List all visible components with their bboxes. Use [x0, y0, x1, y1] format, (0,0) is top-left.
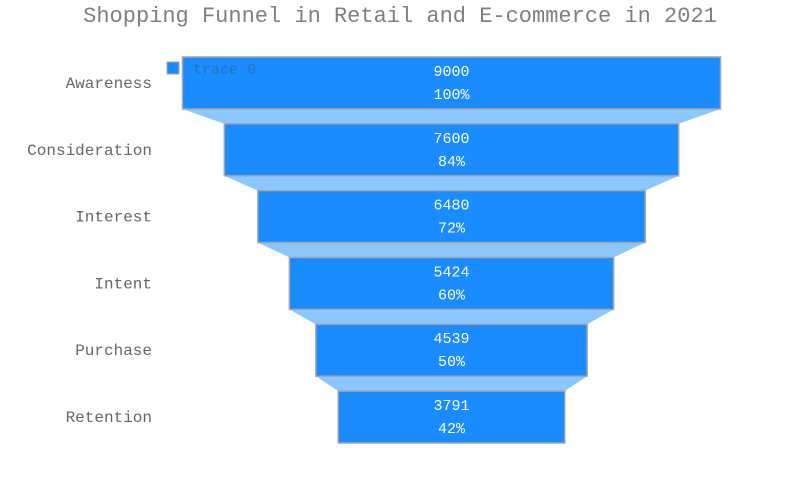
stage-labels: Awareness Consideration Interest Intent Purc…: [27, 75, 152, 427]
funnel-bar[interactable]: [223, 123, 680, 177]
stage-label: Intent: [94, 275, 152, 293]
funnel-bars: 9000 100% 7600 84% 6480 72% 5424 60% 4539 50% 3791…: [181, 56, 722, 444]
legend-swatch: [166, 61, 180, 75]
legend-label: trace 0: [193, 62, 256, 79]
bar-value-label: 7600: [433, 131, 469, 148]
bar-value-label: 6480: [433, 198, 469, 215]
stage-label: Awareness: [66, 75, 152, 93]
funnel-connector: [182, 109, 721, 124]
bar-percent-label: 50%: [438, 354, 466, 371]
bar-percent-label: 60%: [438, 287, 466, 304]
bar-percent-label: 72%: [438, 221, 466, 238]
bar-percent-label: 100%: [433, 87, 470, 104]
funnel-connector: [224, 175, 679, 191]
bar-value-label: 3791: [433, 398, 469, 415]
bar-value-label: 5424: [433, 264, 469, 281]
stage-label: Retention: [66, 409, 152, 427]
stage-label: Consideration: [27, 142, 152, 160]
funnel-bar[interactable]: [315, 323, 588, 377]
funnel-bar[interactable]: [337, 390, 566, 444]
legend[interactable]: trace 0: [166, 61, 256, 79]
stage-label: Interest: [75, 209, 152, 227]
stage-label: Purchase: [75, 342, 152, 360]
bar-percent-label: 84%: [438, 154, 466, 171]
funnel-connector: [257, 242, 646, 258]
funnel-connectors: [182, 109, 721, 391]
bar-value-label: 9000: [433, 64, 469, 81]
funnel-connector: [315, 376, 588, 391]
bar-percent-label: 42%: [438, 421, 466, 438]
funnel-bar[interactable]: [257, 189, 646, 244]
bar-value-label: 4539: [433, 331, 469, 348]
chart-title: Shopping Funnel in Retail and E-commerce…: [83, 4, 717, 29]
funnel-bar[interactable]: [181, 56, 722, 110]
funnel-connector: [289, 309, 614, 325]
funnel-bar[interactable]: [288, 256, 615, 311]
